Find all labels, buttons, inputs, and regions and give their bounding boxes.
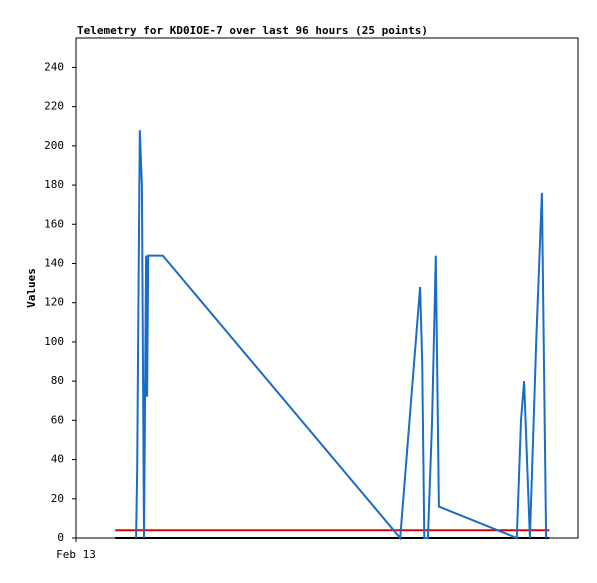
y-tick-label: 40 — [51, 453, 64, 466]
y-axis-label: Values — [25, 268, 38, 308]
y-tick-label: 20 — [51, 492, 64, 505]
y-tick-label: 60 — [51, 413, 64, 426]
y-tick-label: 0 — [57, 531, 64, 544]
x-tick-label: Feb 13 — [56, 548, 96, 561]
y-tick-label: 100 — [44, 335, 64, 348]
y-tick-label: 140 — [44, 256, 64, 269]
y-tick-label: 240 — [44, 60, 64, 73]
chart-title: Telemetry for KD0IOE-7 over last 96 hour… — [77, 24, 428, 37]
series-line — [135, 130, 548, 541]
y-tick-label: 180 — [44, 178, 64, 191]
y-tick-label: 120 — [44, 296, 64, 309]
y-tick-label: 200 — [44, 139, 64, 152]
y-tick-label: 160 — [44, 217, 64, 230]
y-tick-label: 80 — [51, 374, 64, 387]
y-tick-label: 220 — [44, 100, 64, 113]
